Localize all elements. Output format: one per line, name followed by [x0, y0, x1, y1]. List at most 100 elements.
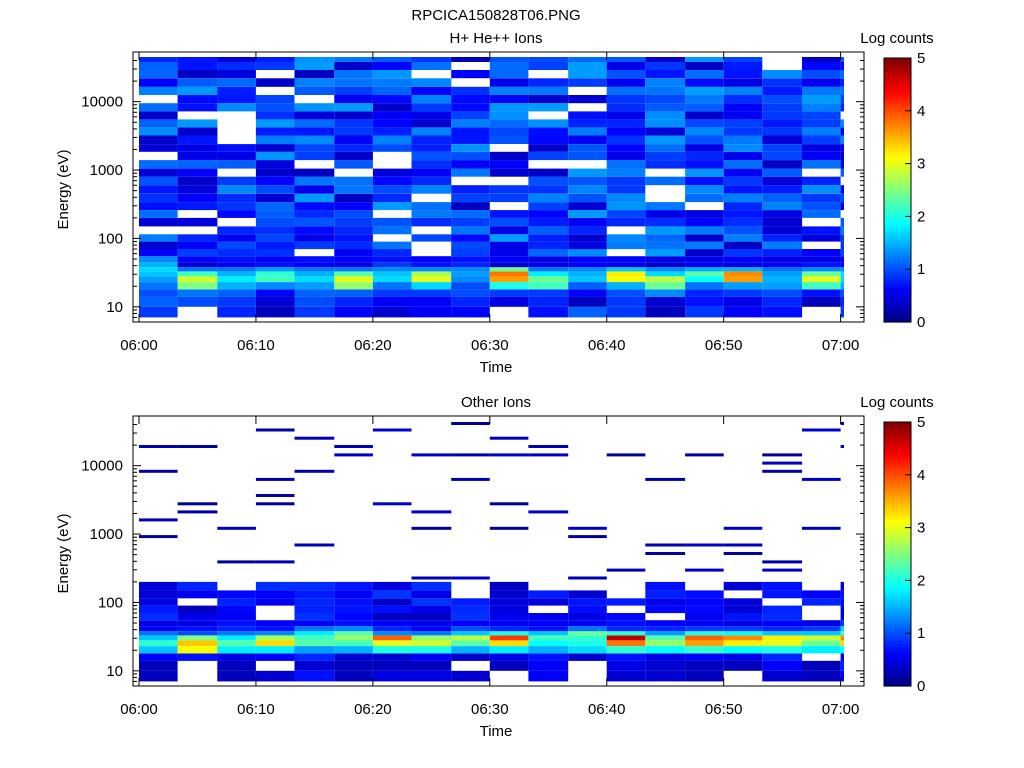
- heatmap-cell: [645, 543, 686, 547]
- heatmap-cell: [685, 62, 724, 70]
- heatmap-cell: [723, 226, 763, 235]
- heatmap-cell: [762, 276, 803, 282]
- colorbar-segment: [884, 184, 911, 188]
- heatmap-cell: [139, 271, 178, 277]
- heatmap-cell: [451, 635, 490, 641]
- heatmap-cell: [685, 590, 724, 599]
- heatmap-cell: [645, 160, 686, 169]
- heatmap-cell: [528, 271, 569, 277]
- heatmap-cell: [645, 289, 686, 297]
- heatmap-cell: [139, 202, 178, 211]
- heatmap-cell: [177, 119, 218, 128]
- heatmap-cell: [840, 581, 844, 591]
- colorbar-tick-label: 5: [917, 50, 925, 67]
- heatmap-cell: [762, 282, 803, 290]
- heatmap-cell: [177, 590, 218, 599]
- heatmap-cell: [723, 282, 763, 290]
- heatmap-cell: [177, 127, 218, 136]
- colorbar-segment: [884, 116, 911, 120]
- heatmap-cell: [568, 193, 607, 203]
- heatmap-cell: [840, 620, 844, 627]
- heatmap-cell: [840, 640, 844, 646]
- heatmap-cell: [334, 626, 373, 632]
- heatmap-cell: [489, 135, 529, 144]
- heatmap-cell: [762, 241, 803, 250]
- heatmap-cell: [217, 144, 256, 152]
- heatmap-cell: [840, 289, 844, 297]
- colorbar-segment: [884, 572, 911, 576]
- heatmap-cell: [685, 168, 724, 177]
- heatmap-cell: [840, 282, 844, 290]
- heatmap-cell: [723, 289, 763, 297]
- heatmap-cell: [294, 226, 335, 235]
- heatmap-cell: [411, 510, 452, 514]
- heatmap-cell: [723, 176, 763, 186]
- colorbar-segment: [884, 256, 911, 260]
- colorbar-segment: [884, 466, 911, 471]
- heatmap-cell: [489, 526, 529, 530]
- colorbar-segment: [884, 155, 911, 159]
- heatmap-cell: [451, 598, 490, 606]
- heatmap-cell: [645, 605, 686, 614]
- heatmap-cell: [685, 185, 724, 194]
- heatmap-cell: [528, 86, 569, 95]
- colorbar-segment: [884, 224, 911, 228]
- heatmap-cell: [802, 210, 841, 218]
- colorbar-segment: [884, 311, 911, 315]
- heatmap-cell: [411, 57, 452, 62]
- heatmap-cell: [139, 262, 178, 268]
- heatmap-cell: [372, 598, 412, 606]
- heatmap-cell: [645, 276, 686, 282]
- heatmap-cell: [685, 256, 724, 263]
- colorbar-segment: [884, 63, 911, 67]
- heatmap-cell: [606, 217, 646, 227]
- heatmap-cell: [411, 646, 452, 654]
- heatmap-cell: [762, 560, 803, 564]
- colorbar-segment: [884, 171, 911, 175]
- colorbar-segment: [884, 546, 911, 550]
- colorbar-segment: [884, 593, 911, 597]
- heatmap-cell: [528, 193, 569, 203]
- heatmap-cell: [568, 135, 607, 144]
- heatmap-cell: [840, 445, 844, 448]
- heatmap-cell: [411, 635, 452, 641]
- heatmap-cell: [568, 95, 607, 104]
- y-tick-label: 10: [106, 299, 123, 316]
- heatmap-cell: [762, 306, 803, 318]
- heatmap-cell: [762, 646, 803, 654]
- heatmap-cell: [217, 241, 256, 250]
- heatmap-cell: [685, 660, 724, 671]
- heatmap-cell: [177, 86, 218, 95]
- colorbar-segment: [884, 195, 911, 199]
- heatmap-cell: [606, 613, 646, 621]
- heatmap-cell: [528, 144, 569, 152]
- colorbar-segment: [884, 461, 911, 465]
- heatmap-cell: [606, 453, 646, 457]
- heatmap-cell: [762, 111, 803, 120]
- heatmap-cell: [840, 103, 844, 112]
- heatmap-cell: [294, 62, 335, 70]
- heatmap-cell: [528, 217, 569, 227]
- heatmap-cell: [177, 581, 218, 591]
- colorbar-segment: [884, 166, 911, 170]
- heatmap-cell: [606, 193, 646, 203]
- heatmap-cell: [255, 581, 295, 591]
- colorbar-segment: [884, 76, 911, 80]
- heatmap-cell: [645, 267, 686, 272]
- heatmap-cell: [723, 127, 763, 136]
- heatmap-cell: [294, 543, 335, 547]
- heatmap-cell: [372, 660, 412, 671]
- heatmap-cell: [489, 502, 529, 506]
- heatmap-cell: [372, 70, 412, 79]
- heatmap-cell: [334, 57, 373, 62]
- heatmap-cell: [762, 119, 803, 128]
- heatmap-cell: [606, 119, 646, 128]
- heatmap-cell: [177, 267, 218, 272]
- heatmap-cell: [489, 226, 529, 235]
- heatmap-cell: [334, 185, 373, 194]
- heatmap-cell: [411, 151, 452, 161]
- colorbar-segment: [884, 458, 911, 463]
- heatmap-cell: [139, 111, 178, 120]
- heatmap-cell: [334, 670, 373, 682]
- heatmap-cell: [528, 660, 569, 671]
